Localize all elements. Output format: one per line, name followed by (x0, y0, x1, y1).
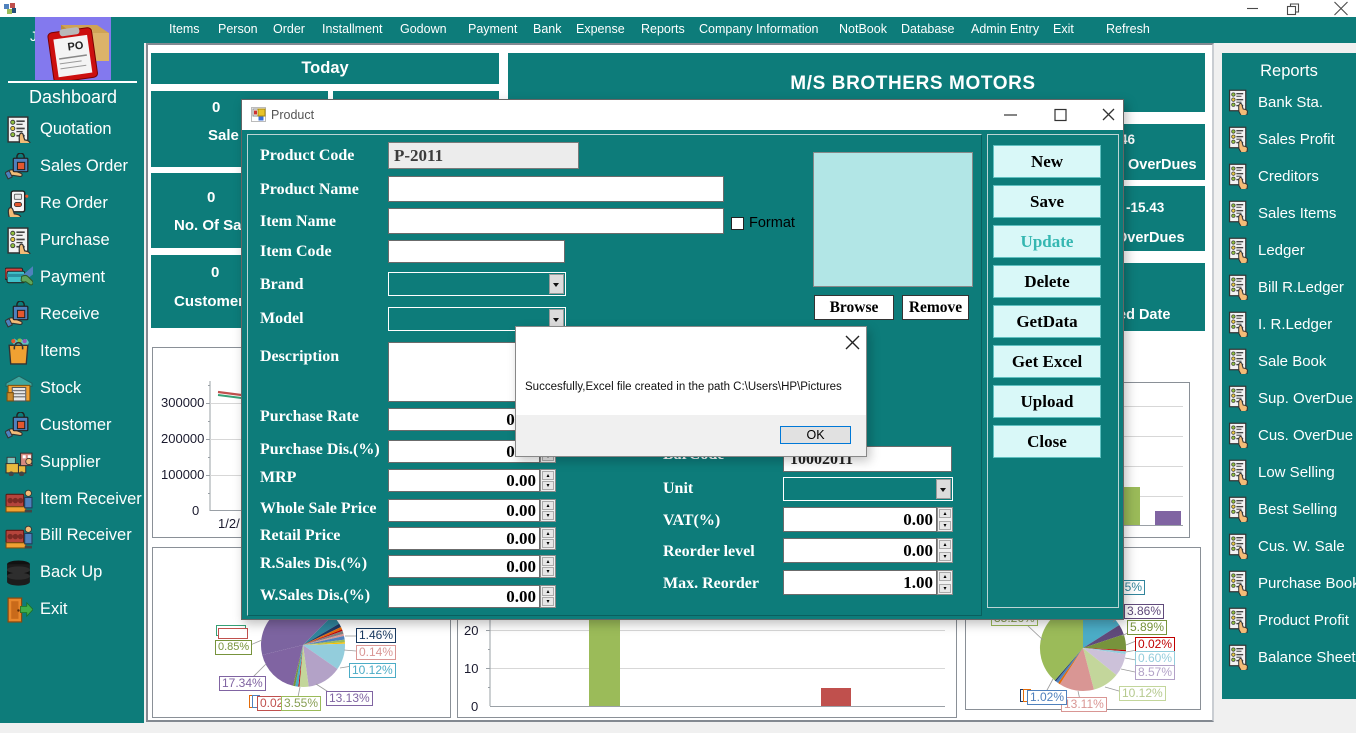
svg-text:100000: 100000 (161, 467, 204, 482)
svg-text:PO: PO (67, 39, 85, 53)
svg-text:20: 20 (464, 623, 478, 638)
svg-text:1/2/: 1/2/ (218, 516, 240, 531)
svg-text:200000: 200000 (161, 431, 204, 446)
svg-text:0: 0 (192, 503, 199, 518)
svg-text:10: 10 (464, 661, 478, 676)
svg-text:300000: 300000 (161, 395, 204, 410)
svg-text:0: 0 (471, 699, 478, 714)
